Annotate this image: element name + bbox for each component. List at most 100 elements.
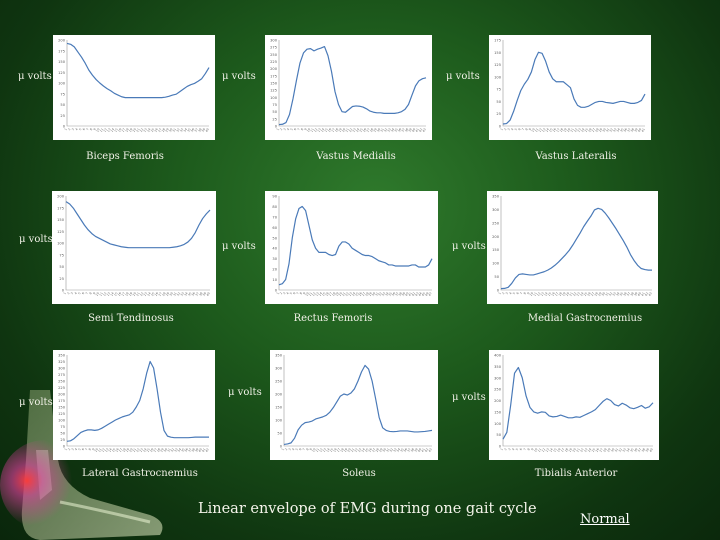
x-tick-label: 26	[595, 447, 600, 452]
x-tick-label: 4	[74, 447, 78, 451]
y-tick-label: 75	[496, 88, 501, 92]
x-tick-label: 27	[153, 447, 158, 452]
lateral-gastrocnemius-caption: Lateral Gastrocnemius	[82, 468, 198, 479]
y-tick-label: 300	[270, 39, 278, 43]
x-tick-label: 32	[609, 127, 614, 132]
y-tick-label: 150	[58, 406, 66, 410]
y-tick-label: 125	[58, 71, 65, 75]
x-tick-label: 17	[330, 127, 335, 132]
x-tick-label: 15	[547, 291, 552, 296]
medial-gastrocnemius-caption: Medial Gastrocnemius	[527, 313, 643, 324]
x-tick-label: 26	[149, 447, 154, 452]
x-tick-label: 6	[81, 447, 85, 451]
x-tick-label: 32	[608, 291, 613, 296]
x-tick-label: 13	[541, 127, 546, 132]
x-tick-label: 15	[111, 447, 116, 452]
y-tick-label: 0	[275, 289, 278, 293]
normal-link[interactable]: Normal	[580, 512, 630, 527]
y-tick-label: 50	[60, 432, 65, 436]
x-tick-label: 19	[337, 127, 342, 132]
x-tick-label: 16	[552, 127, 557, 132]
axis-lines	[66, 40, 209, 127]
x-tick-label: 35	[399, 447, 404, 452]
y-tick-label: 175	[58, 399, 65, 403]
x-tick-label: 5	[512, 291, 516, 295]
x-tick-label: 25	[150, 291, 155, 296]
x-tick-label: 16	[117, 127, 122, 132]
x-tick-label: 14	[109, 291, 114, 296]
x-tick-label: 6	[517, 127, 521, 131]
y-tick-label: 250	[270, 53, 278, 57]
axis-lines	[278, 196, 432, 291]
x-tick-label: 2	[501, 291, 505, 295]
x-tick-label: 20	[341, 127, 346, 132]
x-tick-label: 29	[368, 291, 373, 296]
axis-lines	[502, 355, 653, 447]
y-tick-label: 90	[272, 195, 277, 199]
x-tick-label: 25	[358, 127, 363, 132]
y-tick-label: 250	[494, 388, 502, 392]
x-tick-label: 40	[411, 127, 416, 132]
x-tick-label: 41	[408, 291, 413, 296]
x-tick-label: 7	[85, 127, 89, 131]
x-tick-label: 40	[205, 291, 210, 296]
x-tick-label: 37	[194, 127, 199, 132]
x-tick-label: 10	[94, 447, 99, 452]
x-tick-label: 28	[161, 291, 166, 296]
x-tick-label: 11	[98, 291, 103, 296]
x-tick-label: 11	[99, 127, 104, 132]
x-tick-label: 27	[591, 127, 596, 132]
x-tick-label: 24	[580, 127, 585, 132]
x-tick-label: 23	[583, 447, 588, 452]
y-tick-label: 175	[58, 49, 65, 53]
x-tick-label: 3	[282, 127, 286, 131]
x-tick-label: 23	[143, 127, 148, 132]
x-tick-label: 33	[173, 447, 178, 452]
y-axis-label: μ volts	[452, 241, 486, 252]
y-tick-label: 10	[272, 278, 277, 282]
x-tick-label: 39	[401, 291, 406, 296]
x-tick-label: 8	[523, 291, 527, 295]
x-tick-label: 9	[526, 291, 530, 295]
x-tick-label: 10	[529, 291, 534, 296]
x-tick-label: 12	[311, 291, 316, 296]
x-tick-label: 27	[157, 291, 162, 296]
x-tick-label: 31	[172, 127, 177, 132]
x-tick-label: 35	[619, 291, 624, 296]
y-tick-label: 300	[275, 367, 283, 371]
x-tick-label: 19	[128, 127, 133, 132]
x-tick-label: 3	[505, 291, 509, 295]
x-tick-label: 37	[626, 291, 631, 296]
x-tick-label: 18	[121, 447, 126, 452]
x-tick-label: 11	[308, 291, 313, 296]
x-tick-label: 24	[142, 447, 147, 452]
x-tick-label: 33	[381, 291, 386, 296]
x-tick-label: 28	[161, 127, 166, 132]
x-tick-label: 39	[633, 291, 638, 296]
x-tick-label: 35	[629, 447, 634, 452]
x-tick-label: 7	[523, 447, 527, 451]
x-tick-label: 19	[128, 291, 133, 296]
x-tick-label: 25	[150, 127, 155, 132]
y-tick-label: 275	[270, 46, 277, 50]
x-tick-label: 3	[507, 127, 511, 131]
x-tick-label: 47	[427, 291, 432, 296]
x-tick-label: 29	[597, 291, 602, 296]
x-tick-label: 39	[202, 291, 207, 296]
x-tick-label: 36	[622, 291, 627, 296]
x-tick-label: 13	[540, 291, 545, 296]
vastus-lateralis-chart: 0 25 50 75 100 125 150 175 1 2 3 4 5 6 7 8 9 10 11 12 13 14 15…	[489, 35, 651, 140]
x-tick-label: 2	[67, 447, 71, 451]
x-tick-label: 17	[121, 291, 126, 296]
x-tick-label: 12	[101, 447, 106, 452]
x-tick-label: 6	[292, 291, 296, 295]
x-tick-label: 34	[625, 447, 630, 452]
y-tick-label: 100	[492, 262, 500, 266]
x-tick-label: 22	[344, 291, 349, 296]
y-tick-label: 175	[270, 74, 277, 78]
x-tick-label: 19	[561, 291, 566, 296]
x-tick-label: 19	[568, 447, 573, 452]
x-tick-label: 17	[554, 291, 559, 296]
y-tick-label: 100	[58, 419, 66, 423]
x-tick-label: 16	[117, 291, 122, 296]
